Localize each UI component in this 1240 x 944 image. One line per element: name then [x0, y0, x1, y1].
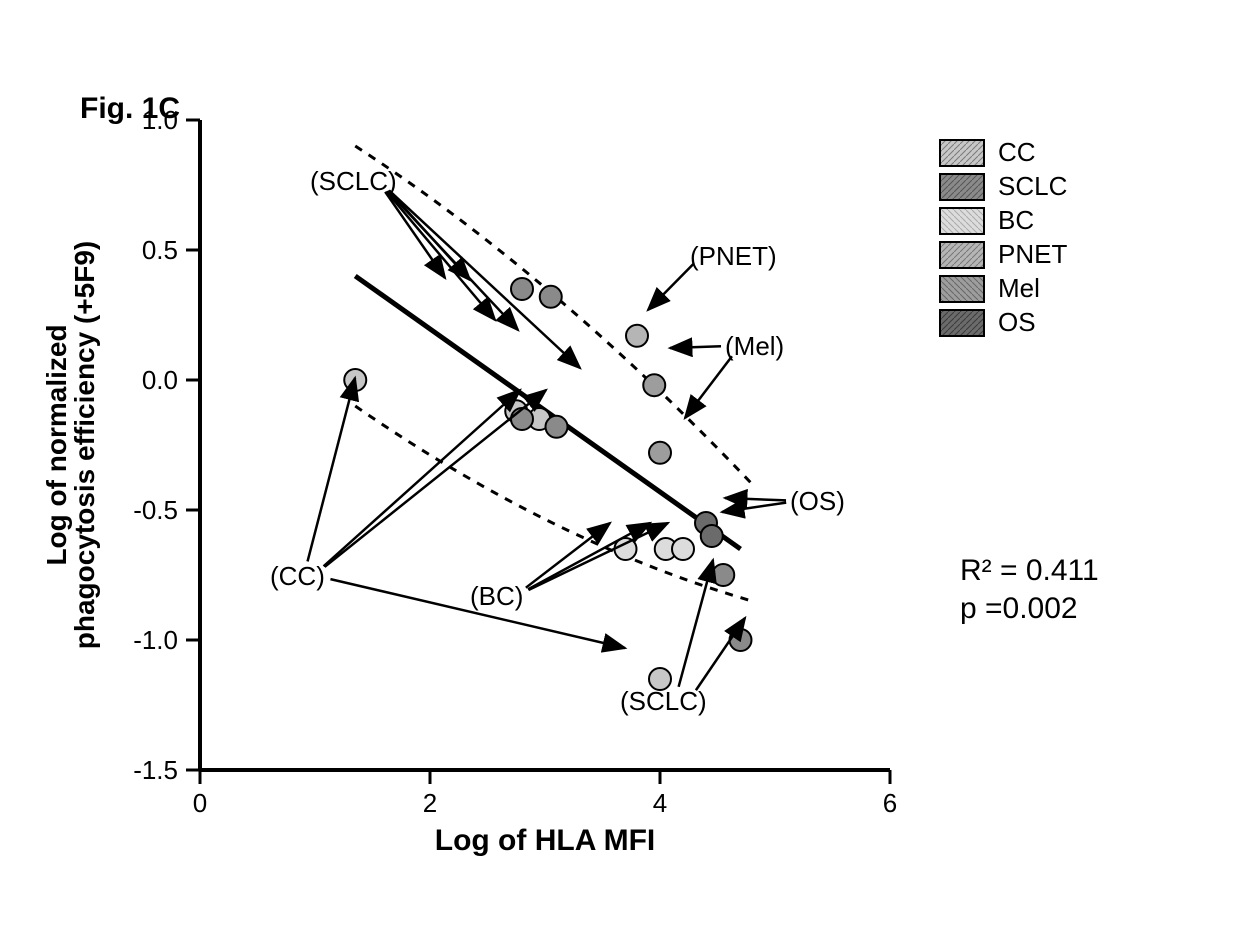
annotation-label: (PNET)	[690, 241, 777, 271]
annotation-label: (BC)	[470, 581, 523, 611]
legend-swatch-cc	[940, 140, 984, 166]
legend-label: CC	[998, 137, 1036, 167]
x-tick-label: 0	[193, 788, 207, 818]
y-tick-label: 0.0	[142, 365, 178, 395]
data-point-sclc	[546, 416, 568, 438]
annotation-arrow	[725, 498, 786, 500]
stat-r2: R² = 0.411	[960, 554, 1099, 587]
legend-swatch-mel	[940, 276, 984, 302]
data-point-bc	[672, 538, 694, 560]
annotation-arrow	[722, 503, 786, 512]
annotation-arrow	[670, 346, 721, 348]
annotation-label: (Mel)	[725, 331, 784, 361]
annotation-arrow	[648, 264, 693, 310]
annotation-arrow	[526, 523, 610, 588]
data-point-sclc	[540, 286, 562, 308]
x-tick-label: 4	[653, 788, 667, 818]
annotation-arrow	[388, 191, 518, 330]
legend-label: PNET	[998, 239, 1067, 269]
x-tick-label: 2	[423, 788, 437, 818]
legend-label: SCLC	[998, 171, 1067, 201]
legend-swatch-sclc	[940, 174, 984, 200]
annotation-label: (SCLC)	[310, 166, 397, 196]
x-tick-label: 6	[883, 788, 897, 818]
stat-p: p =0.002	[960, 592, 1078, 625]
legend-label: BC	[998, 205, 1034, 235]
annotation-arrow	[308, 378, 355, 561]
annotation-arrow	[696, 618, 745, 690]
annotation-arrow	[386, 191, 495, 320]
y-tick-label: -1.5	[133, 755, 178, 785]
data-point-mel	[649, 442, 671, 464]
legend-swatch-pnet	[940, 242, 984, 268]
data-point-sclc	[712, 564, 734, 586]
data-point-mel	[643, 374, 665, 396]
legend-swatch-bc	[940, 208, 984, 234]
annotation-label: (CC)	[270, 561, 325, 591]
data-point-sclc	[511, 408, 533, 430]
legend-swatch-os	[940, 310, 984, 336]
annotation-label: (OS)	[790, 486, 845, 516]
x-axis-title: Log of HLA MFI	[435, 824, 656, 857]
data-point-os	[701, 525, 723, 547]
legend-label: Mel	[998, 273, 1040, 303]
annotation-label: (SCLC)	[620, 686, 707, 716]
scatter-chart: 0 2 4 6 -1.5 -1.0 -0.5 0.0 0.5 1.0 Log of HLA MFI L…	[0, 0, 1240, 944]
legend: CC SCLC BC PNET Mel OS	[940, 137, 1067, 337]
data-point-sclc	[511, 278, 533, 300]
y-tick-label: -0.5	[133, 495, 178, 525]
y-tick-label: -1.0	[133, 625, 178, 655]
annotation-arrow	[389, 190, 580, 368]
annotation-arrow	[325, 390, 546, 567]
legend-label: OS	[998, 307, 1036, 337]
annotation-arrow	[324, 390, 520, 566]
y-tick-label: 0.5	[142, 235, 178, 265]
annotation-arrow	[685, 356, 732, 418]
data-point-pnet	[626, 325, 648, 347]
figure-stage: Fig. 1C	[0, 0, 1240, 944]
y-tick-label: 1.0	[142, 105, 178, 135]
y-axis-title: Log of normalizedphagocytosis efficiency…	[41, 241, 100, 649]
data-point-sclc	[730, 629, 752, 651]
